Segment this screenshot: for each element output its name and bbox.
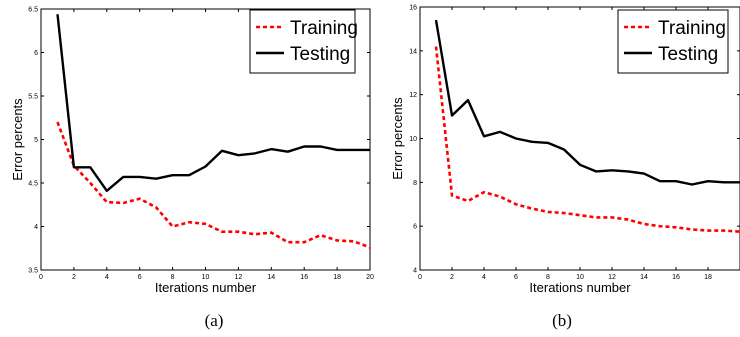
y-tick-label: 8 — [413, 180, 417, 187]
x-tick-label: 18 — [333, 274, 341, 281]
x-tick-label: 14 — [267, 274, 275, 281]
legend-label-training: Training — [658, 18, 726, 39]
y-tick-label: 6.5 — [28, 7, 38, 14]
x-tick-label: 12 — [235, 274, 243, 281]
y-tick-label: 6 — [34, 50, 38, 57]
x-tick-label: 12 — [608, 274, 616, 281]
panel-caption: (a) — [205, 311, 224, 330]
x-tick-label: 4 — [482, 274, 486, 281]
x-tick-label: 18 — [704, 274, 712, 281]
x-tick-label: 20 — [366, 274, 374, 281]
chart-panel-1: 0 2 4 6 8 10 12 14 16 18 20 3.5 4 4.5 5 5.5 6 6.5 Iteratio… — [10, 7, 374, 331]
x-tick-label: 10 — [576, 274, 584, 281]
x-tick-label: 10 — [202, 274, 210, 281]
y-tick-label: 4 — [413, 268, 417, 275]
chart-panel-2: 0 2 4 6 8 10 12 14 16 18 4 6 8 10 12 14 16 Iterations num… — [390, 5, 740, 330]
x-axis-label: Iterations number — [529, 280, 631, 295]
y-tick-label: 5.5 — [28, 94, 38, 101]
series-line-training — [434, 46, 740, 233]
x-tick-label: 2 — [72, 274, 76, 281]
x-tick-label: 6 — [138, 274, 142, 281]
y-tick-label: 12 — [409, 92, 417, 99]
y-tick-label: 14 — [409, 48, 417, 55]
y-tick-label: 3.5 — [28, 268, 38, 275]
x-tick-label: 6 — [514, 274, 518, 281]
y-axis-label: Error percents — [10, 98, 25, 181]
y-tick-label: 6 — [413, 224, 417, 231]
y-tick-label: 10 — [409, 136, 417, 143]
legend-box — [617, 9, 729, 74]
x-tick-label: 8 — [546, 274, 550, 281]
series-line-testing — [434, 19, 740, 186]
y-tick-label: 16 — [409, 5, 417, 12]
x-tick-label: 14 — [640, 274, 648, 281]
x-tick-label: 0 — [39, 274, 43, 281]
legend-box — [249, 9, 356, 74]
x-axis-label: Iterations number — [155, 280, 257, 295]
y-axis-label: Error percents — [390, 97, 405, 180]
panel-caption: (b) — [552, 311, 572, 330]
series-line-testing — [56, 14, 370, 193]
legend-label-training: Training — [290, 18, 358, 39]
legend-label-testing: Testing — [658, 44, 718, 65]
x-tick-label: 4 — [105, 274, 109, 281]
legend-label-testing: Testing — [290, 44, 350, 65]
y-tick-label: 4.5 — [28, 181, 38, 188]
x-tick-label: 16 — [300, 274, 308, 281]
x-tick-label: 0 — [418, 274, 422, 281]
x-tick-label: 2 — [450, 274, 454, 281]
x-tick-label: 8 — [171, 274, 175, 281]
y-tick-label: 5 — [34, 137, 38, 144]
y-tick-label: 4 — [34, 224, 38, 231]
series-line-training — [56, 121, 371, 249]
x-tick-label: 16 — [672, 274, 680, 281]
